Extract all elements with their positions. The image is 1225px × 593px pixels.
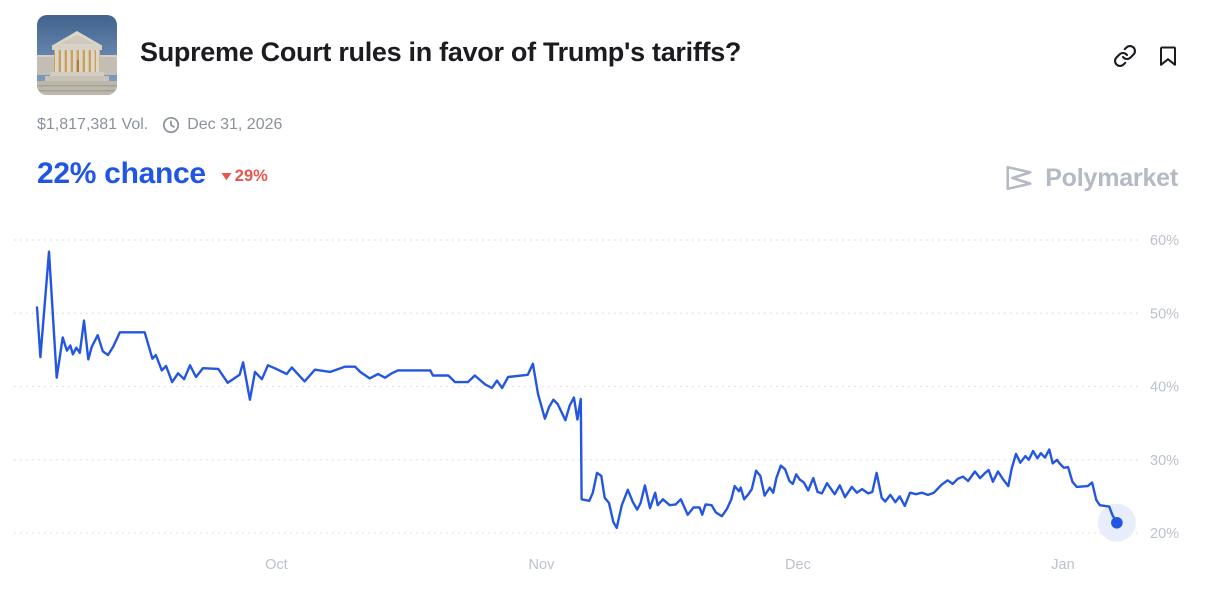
endpoint-dot (1111, 516, 1123, 529)
page-title: Supreme Court rules in favor of Trump's … (140, 37, 742, 67)
chance-value: 22% chance (37, 157, 206, 190)
polymarket-wordmark: Polymarket (1045, 163, 1178, 192)
volume-label: $1,817,381 Vol. (37, 116, 149, 133)
market-meta: $1,817,381 Vol. Dec 31, 2026 (37, 116, 282, 134)
y-axis-tick-label: 60% (1150, 233, 1179, 249)
x-axis-tick-label: Jan (1051, 557, 1074, 573)
clock-icon (162, 116, 180, 134)
copy-link-button[interactable] (1112, 43, 1138, 69)
bookmark-button[interactable] (1155, 43, 1181, 69)
header-actions (1112, 43, 1181, 69)
market-thumbnail (37, 15, 117, 95)
chance-change-value: 29% (234, 167, 268, 185)
x-axis-tick-label: Oct (265, 557, 288, 573)
polymarket-logo-icon (1006, 165, 1032, 191)
resolution-date: Dec 31, 2026 (187, 116, 283, 133)
link-icon (1114, 45, 1136, 67)
polymarket-watermark: Polymarket (1003, 162, 1178, 194)
bookmark-icon (1160, 46, 1176, 66)
y-axis-tick-label: 50% (1150, 306, 1179, 322)
chance-change: 29% (221, 162, 268, 186)
chance-row: 22% chance 29% (37, 157, 268, 191)
x-axis-tick-label: Nov (529, 557, 556, 573)
supreme-court-image (37, 15, 117, 95)
triangle-down-icon (221, 173, 232, 181)
y-axis-tick-label: 20% (1150, 526, 1179, 542)
price-line (35, 250, 1119, 530)
y-axis-tick-label: 40% (1150, 380, 1179, 396)
x-axis-tick-label: Dec (785, 557, 811, 573)
y-axis-tick-label: 30% (1150, 453, 1179, 469)
